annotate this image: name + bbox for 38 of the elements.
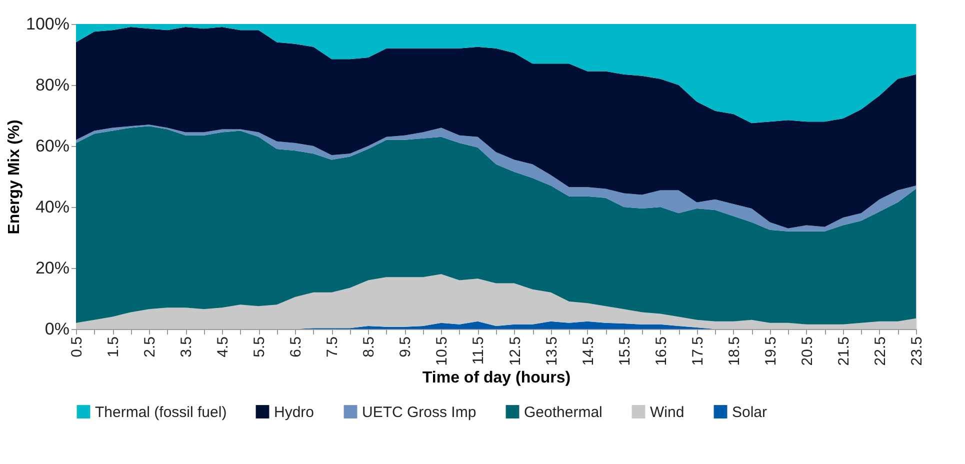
- x-tick-label: 23.5: [908, 336, 926, 366]
- legend-label: UETC Gross Imp: [362, 404, 476, 421]
- x-axis-title: Time of day (hours): [422, 370, 571, 387]
- y-tick-label: 0%: [44, 320, 70, 338]
- x-tick-label: 21.5: [835, 336, 852, 366]
- y-axis-title: Energy Mix (%): [6, 120, 24, 234]
- x-tick-label: 20.5: [798, 336, 816, 366]
- x-tick-label: 7.5: [324, 336, 342, 358]
- x-tick-label: 22.5: [872, 336, 889, 366]
- x-tick-label: 10.5: [434, 336, 451, 366]
- legend-label: Wind: [650, 404, 684, 421]
- x-tick-label: 3.5: [178, 336, 196, 358]
- x-tick-label: 8.5: [360, 336, 378, 358]
- x-tick-label: 17.5: [689, 336, 706, 366]
- y-tick-label: 40%: [35, 198, 70, 216]
- x-tick-label: 2.5: [142, 336, 159, 358]
- y-tick-label: 20%: [35, 258, 70, 278]
- x-tick-label: 13.5: [543, 336, 560, 366]
- x-tick-label: 16.5: [652, 336, 670, 366]
- x-tick-label: 19.5: [762, 336, 780, 366]
- y-tick-label: 80%: [35, 76, 70, 94]
- x-tick-label: 4.5: [214, 336, 232, 358]
- x-tick-label: 14.5: [580, 336, 597, 366]
- legend-label: Solar: [732, 404, 768, 421]
- legend-label: Hydro: [274, 404, 314, 421]
- x-tick-label: 6.5: [288, 336, 305, 358]
- x-tick-label: 5.5: [251, 336, 268, 358]
- x-tick-label: 12.5: [506, 336, 524, 366]
- x-tick-label: 11.5: [470, 336, 488, 365]
- y-tick-label: 60%: [35, 136, 70, 156]
- x-tick-label: 9.5: [397, 336, 414, 358]
- x-tick-label: 0.5: [68, 336, 86, 358]
- x-tick-label: 1.5: [105, 336, 122, 358]
- legend-label: Geothermal: [524, 404, 602, 421]
- legend-label: Thermal (fossil fuel): [95, 404, 227, 421]
- x-tick-label: 18.5: [726, 336, 743, 366]
- y-tick-label: 100%: [26, 14, 70, 34]
- x-tick-label: 15.5: [616, 336, 634, 366]
